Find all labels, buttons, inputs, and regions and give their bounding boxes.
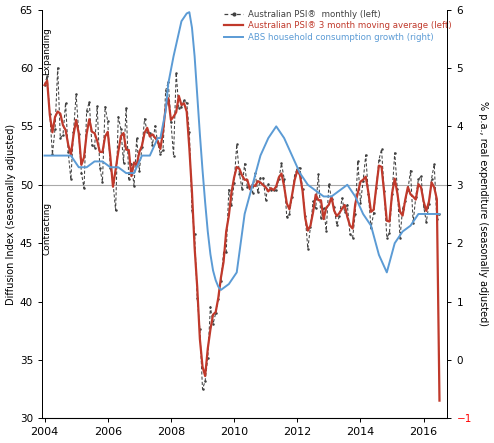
Y-axis label: Diffusion Index (seasonally adjusted): Diffusion Index (seasonally adjusted): [5, 124, 15, 304]
Legend: Australian PSI®  monthly (left), Australian PSI® 3 month moving average (left), : Australian PSI® monthly (left), Australi…: [224, 10, 451, 42]
Text: Expanding: Expanding: [42, 27, 51, 75]
Y-axis label: % p.a., real expenditure (seasonally adjusted): % p.a., real expenditure (seasonally adj…: [479, 101, 489, 326]
Text: Contracting: Contracting: [42, 202, 51, 256]
